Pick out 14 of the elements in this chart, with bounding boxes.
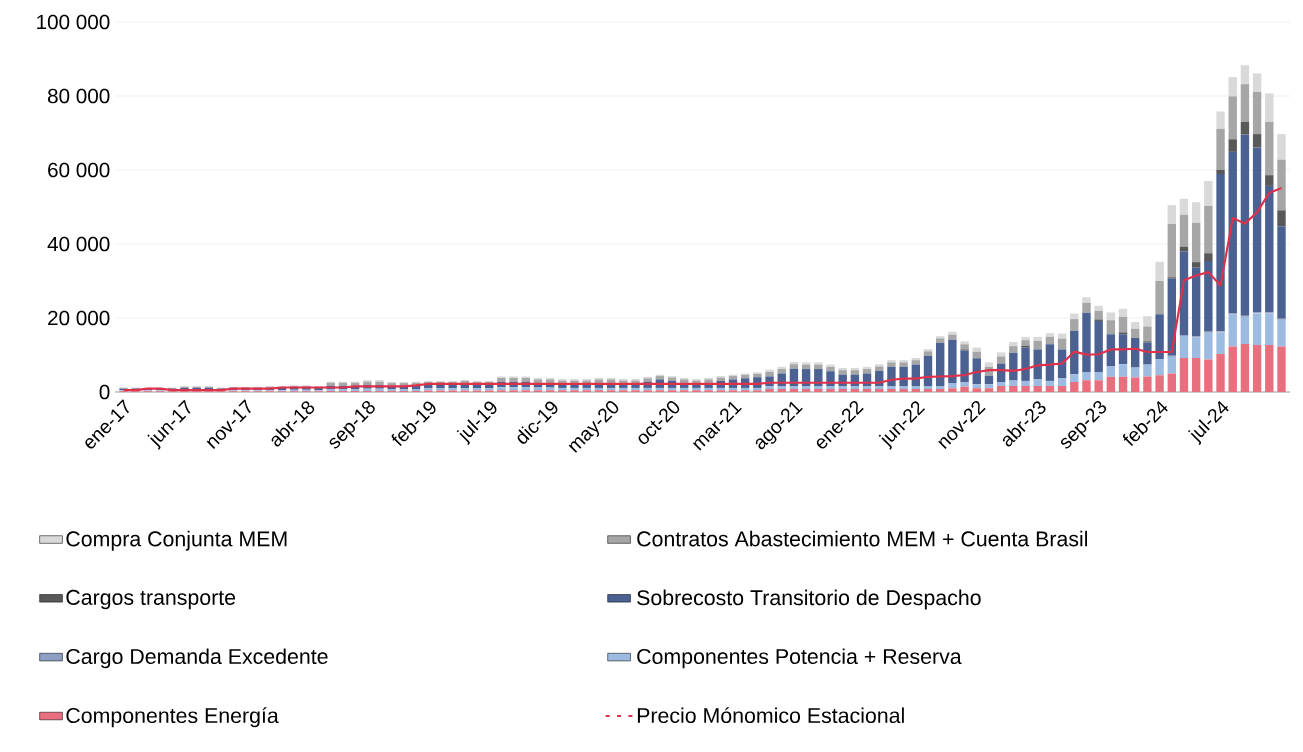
legend-label: Precio Mónomico Estacional <box>637 707 904 724</box>
y-tick-label: 60 000 <box>48 162 110 178</box>
y-tick-label: 80 000 <box>47 88 110 104</box>
legend-label: Componentes Potencia + Reserva <box>637 648 962 669</box>
legend-label: Contratos Abastecimiento MEM + Cuenta Brasil <box>637 530 1088 547</box>
legend-label: Cargo Demanda Excedente <box>66 648 328 669</box>
y-tick-label: 100 000 <box>37 14 110 30</box>
y-tick-label: 40 000 <box>47 236 110 252</box>
legend-label: Componentes Energía <box>66 707 279 728</box>
y-tick-label: 0 <box>99 384 110 400</box>
y-tick-label: 20 000 <box>48 310 110 326</box>
legend-label: Compra Conjunta MEM <box>66 530 287 551</box>
legend-label: Sobrecosto Transitorio de Despacho <box>637 589 981 610</box>
legend-label: Cargos transporte <box>66 589 236 610</box>
